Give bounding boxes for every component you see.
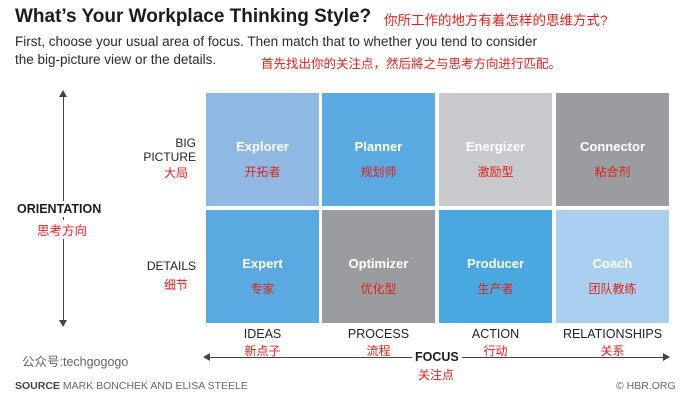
cell-translation: 生产者	[477, 282, 514, 296]
source-label: SOURCE	[15, 380, 60, 392]
column-label-ideas: IDEAS	[243, 327, 282, 341]
orientation-axis-label: ORIENTATION	[17, 201, 102, 217]
arrow-up-icon	[59, 90, 67, 97]
cell-translation: 优化型	[360, 282, 397, 296]
arrow-right-icon	[663, 353, 670, 361]
cell-title: Coach	[592, 256, 633, 271]
cell-translation: 专家	[250, 282, 275, 296]
source-credit: SOURCE MARK BONCHEK AND ELISA STEELE	[15, 380, 248, 392]
column-label-ideas-translation: 新点子	[244, 344, 281, 358]
page-title-translation: 你所工作的地方有着怎样的思维方式?	[384, 13, 608, 28]
page-title: What’s Your Workplace Thinking Style?	[15, 6, 372, 27]
subtitle-line-2: the big-picture view or the details.	[15, 52, 217, 67]
cell-title: Connector	[580, 139, 645, 154]
cell-title: Expert	[242, 256, 283, 271]
column-label-relationships: RELATIONSHIPS	[562, 327, 663, 341]
cell-title: Producer	[466, 256, 525, 271]
cell-translation: 团队教练	[588, 282, 637, 296]
source-text: MARK BONCHEK AND ELISA STEELE	[59, 380, 248, 392]
cell-translation: 规划师	[360, 165, 397, 179]
cell-title: Energizer	[465, 139, 526, 154]
row-label-details: DETAILS	[146, 259, 196, 273]
column-label-process: PROCESS	[347, 327, 410, 341]
cell-translation: 开拓者	[244, 165, 281, 179]
cell-optimizer: Optimizer 优化型	[322, 210, 435, 323]
cell-translation: 粘合剂	[594, 165, 631, 179]
cell-energizer: Energizer 激励型	[439, 93, 552, 206]
row-label-details-translation: 细节	[164, 278, 189, 292]
cell-translation: 激励型	[477, 165, 514, 179]
focus-axis-label-translation: 关注点	[418, 368, 455, 382]
cell-producer: Producer 生产者	[439, 210, 552, 323]
subtitle-translation: 首先找出你的关注点，然后將之与思考方向进行匹配。	[261, 57, 562, 71]
column-label-action-translation: 行动	[483, 344, 508, 358]
row-label-big-picture-line2: PICTURE	[143, 150, 196, 164]
copyright-text: © HBR.ORG	[616, 380, 676, 392]
cell-expert: Expert 专家	[206, 210, 319, 323]
watermark-text: 公众号:techgogogo	[22, 355, 129, 369]
column-label-action: ACTION	[471, 327, 520, 341]
cell-title: Explorer	[236, 139, 289, 154]
cell-coach: Coach 团队教练	[556, 210, 669, 323]
row-label-big-picture-translation: 大局	[164, 166, 189, 180]
focus-axis-label: FOCUS	[412, 350, 462, 364]
arrow-down-icon	[59, 320, 67, 327]
subtitle-line-1: First, choose your usual area of focus. …	[15, 34, 538, 49]
arrow-left-icon	[203, 353, 210, 361]
cell-explorer: Explorer 开拓者	[206, 93, 319, 206]
orientation-axis-label-translation: 思考方向	[37, 220, 88, 239]
row-label-big-picture-line1: BIG	[175, 136, 196, 150]
cell-title: Planner	[354, 139, 403, 154]
cell-title: Optimizer	[348, 256, 409, 271]
column-label-relationships-translation: 关系	[600, 344, 625, 358]
cell-planner: Planner 规划师	[322, 93, 435, 206]
column-label-process-translation: 流程	[366, 344, 391, 358]
cell-connector: Connector 粘合剂	[556, 93, 669, 206]
